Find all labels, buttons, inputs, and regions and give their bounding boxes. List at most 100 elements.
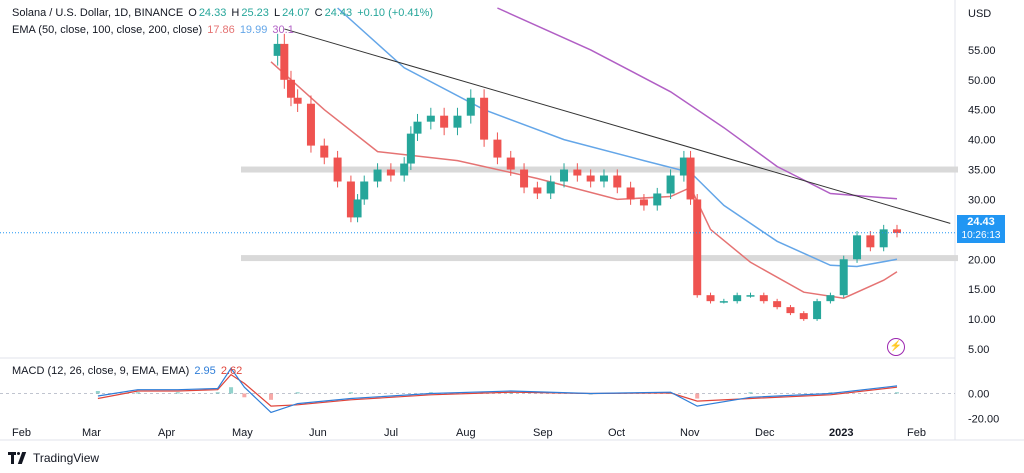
time-tick-label: 2023 (829, 427, 853, 439)
candle-body (273, 43, 282, 56)
price-tick-label: 15.00 (968, 284, 996, 296)
candle-body (706, 295, 715, 302)
candle-body (586, 175, 595, 182)
candle-body (493, 139, 502, 158)
last-price-tag: 24.43 10:26:13 (957, 215, 1005, 243)
price-tick-label: 55.00 (968, 45, 996, 57)
candle-body (546, 181, 555, 194)
flash-icon[interactable]: ⚡ (887, 338, 905, 356)
time-tick-label: Mar (82, 427, 101, 439)
ema200-line (497, 7, 898, 200)
ohlc-high-key: H (231, 7, 240, 19)
time-tick-label: Nov (680, 427, 700, 439)
price-tick-label: 30.00 (968, 194, 996, 206)
candle-body (466, 97, 475, 116)
macd-line (97, 367, 898, 414)
candle-body (413, 121, 422, 134)
macd-histogram-bar (828, 392, 833, 394)
time-tick-label: Aug (456, 427, 476, 439)
candle-body (813, 301, 822, 320)
brand-name: TradingView (33, 451, 100, 465)
macd-histogram-bar (95, 390, 100, 394)
candle-body (666, 175, 675, 194)
ohlc-high: 25.23 (241, 7, 269, 19)
last-price-value: 24.43 (967, 216, 995, 228)
ohlc-close-key: C (314, 7, 323, 19)
price-tick-label: 45.00 (968, 105, 996, 117)
tradingview-logo-icon (8, 452, 28, 464)
candle-body (373, 169, 382, 182)
macd-histogram-bar (215, 392, 220, 394)
candle-body (653, 193, 662, 206)
price-tick-label: 50.00 (968, 75, 996, 87)
ohlc-open-key: O (188, 7, 197, 19)
macd-histogram-bar (695, 393, 700, 399)
candle-body (733, 295, 742, 302)
candle-body (333, 157, 342, 182)
price-tick-label: 40.00 (968, 135, 996, 147)
candle-body (573, 169, 582, 176)
macd-label: MACD (12, 26, close, 9, EMA, EMA) (12, 365, 190, 377)
candle-body (893, 229, 901, 233)
candle-body (520, 169, 529, 188)
ema100-line (337, 7, 898, 268)
candle-body (480, 97, 489, 140)
candle-body (786, 307, 795, 314)
ema-label: EMA (50, close, 100, close, 200, close) (12, 24, 203, 36)
price-tick-label: 5.00 (968, 344, 989, 356)
candle-body (773, 301, 782, 308)
candle-body (746, 295, 755, 297)
candle-body (799, 313, 808, 320)
time-tick-label: Apr (158, 427, 175, 439)
macd-histogram-bar (508, 392, 513, 394)
candle-body (293, 97, 302, 104)
candle-body (686, 157, 695, 200)
macd-histogram-bar (175, 392, 180, 394)
support-zone (241, 255, 958, 262)
time-tick-label: Jun (309, 427, 327, 439)
time-tick-label: Sep (533, 427, 553, 439)
macd-histogram-bar (269, 393, 273, 400)
candle-body (280, 43, 289, 80)
macd-value: 2.95 (194, 365, 216, 377)
price-tick-label: 20.00 (968, 254, 996, 266)
candle-body (626, 187, 635, 200)
candle-body (533, 187, 542, 194)
candle-body (353, 199, 362, 218)
candle-body (693, 199, 702, 296)
macd-histogram-bar (428, 392, 433, 394)
candle-body (879, 229, 888, 248)
candle-body (679, 157, 688, 176)
bar-countdown: 10:26:13 (961, 230, 1001, 241)
candle-body (853, 235, 862, 260)
candle-body (613, 175, 622, 188)
ema200-value: 30.1 (272, 24, 294, 36)
time-tick-label: May (232, 427, 253, 439)
candle-body (826, 295, 835, 302)
candle-body (866, 235, 875, 248)
candle-body (426, 115, 435, 122)
candle-body (286, 79, 295, 98)
ohlc-low: 24.07 (282, 7, 310, 19)
ohlc-close: 24.43 (324, 7, 353, 19)
tradingview-footer: TradingView (8, 451, 99, 465)
time-tick-label: Jul (384, 427, 398, 439)
candle-body (560, 169, 569, 182)
macd-legend: MACD (12, 26, close, 9, EMA, EMA) 2.95 2… (12, 365, 244, 377)
signal-value: 2.62 (220, 365, 243, 377)
macd-histogram-bar (748, 392, 753, 394)
time-tick-label: Feb (907, 427, 926, 439)
ema50-line (270, 61, 898, 299)
price-tick-label: 10.00 (968, 314, 996, 326)
signal-line (97, 373, 898, 407)
price-change: +0.10 (+0.41%) (357, 7, 434, 19)
price-tick-label: 35.00 (968, 165, 996, 177)
candle-body (639, 199, 648, 206)
macd-tick-label: 0.00 (968, 389, 989, 401)
time-tick-label: Feb (12, 427, 31, 439)
candle-body (719, 301, 728, 303)
candle-body (599, 175, 608, 182)
ema50-value: 17.86 (207, 24, 235, 36)
ema100-value: 19.99 (239, 24, 268, 36)
